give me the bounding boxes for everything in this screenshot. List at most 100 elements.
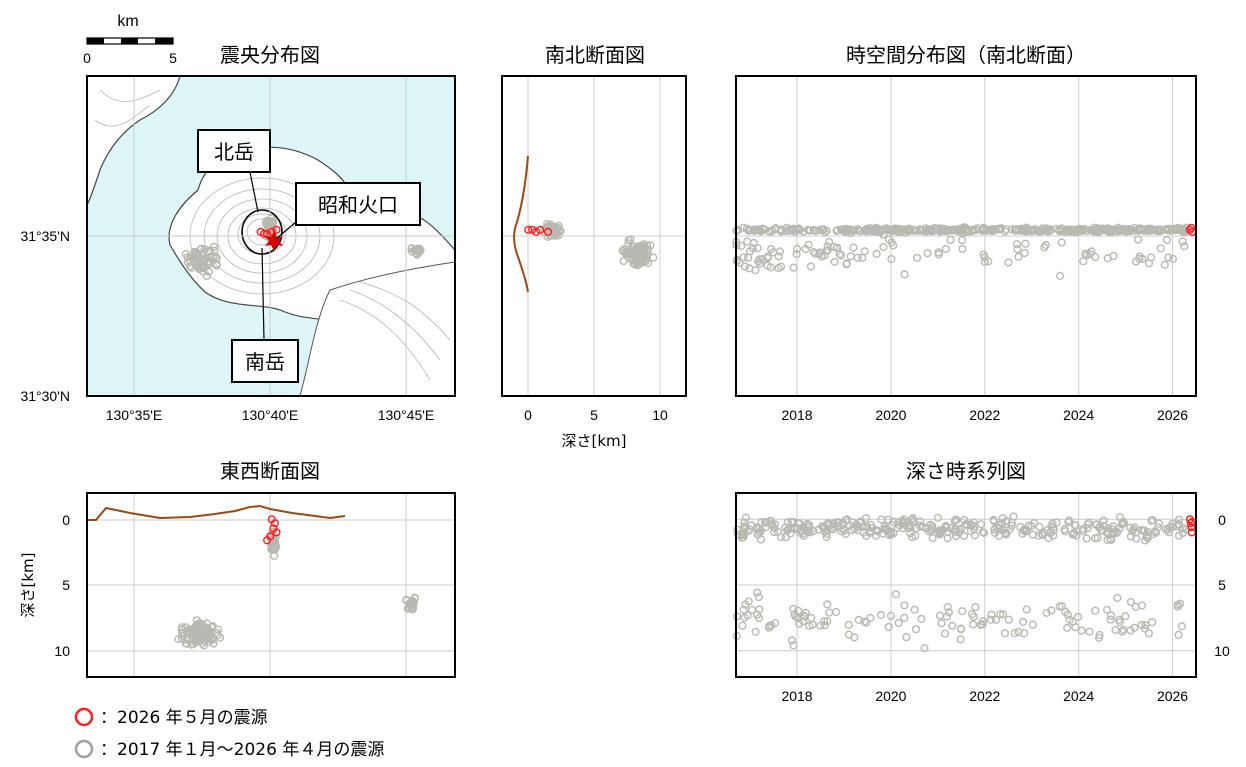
ew-point: [410, 594, 419, 603]
st-point: [1133, 235, 1143, 244]
st-point: [887, 254, 896, 264]
dt-point: [754, 592, 763, 602]
dt-point: [866, 613, 875, 623]
dt-point: [1109, 528, 1118, 537]
dt-point: [1091, 606, 1100, 615]
st-point: [737, 241, 746, 251]
st-point: [1134, 225, 1143, 234]
dt-point: [884, 515, 893, 524]
dt-point: [937, 619, 946, 628]
st-point: [792, 244, 802, 254]
crater-marker-icon: [265, 231, 283, 251]
st-tick-2024: 2024: [1063, 407, 1094, 423]
ew-ytick-10: 10: [54, 643, 70, 659]
st-point: [1000, 227, 1010, 236]
st-point: [749, 238, 759, 248]
legend: ：2026 年５月の震源 ：2017 年１月～2026 年４月の震源: [74, 707, 384, 760]
dt-point: [1047, 606, 1056, 615]
dt-point: [1106, 534, 1115, 544]
dt-point: [1126, 532, 1135, 541]
dt-point: [1108, 522, 1118, 531]
dt-point: [1028, 530, 1038, 539]
map-point: [197, 244, 206, 253]
ew-section-chart: 0 5 10 深さ[km]: [19, 492, 456, 678]
st-point: [806, 262, 816, 271]
st-tick-2026: 2026: [1157, 407, 1188, 423]
ew-point: [269, 544, 278, 553]
dt-point: [819, 522, 828, 531]
dt-point: [933, 513, 943, 522]
dt-point: [996, 610, 1005, 619]
dt-point: [900, 601, 909, 610]
dt-point: [1019, 629, 1029, 638]
dt-point: [986, 615, 996, 624]
dt-point: [1004, 615, 1013, 624]
ew-point: [206, 631, 215, 640]
scale-bar-tick-0: 0: [83, 50, 91, 66]
scale-bar-unit: km: [117, 13, 138, 30]
dt-point: [935, 530, 944, 539]
map-point: [414, 246, 424, 255]
st-tick-2018: 2018: [781, 407, 812, 423]
dt-point: [1042, 608, 1051, 617]
dt-point: [801, 608, 810, 617]
st-point: [1178, 227, 1187, 236]
dt-point: [1035, 522, 1044, 531]
dt-point: [739, 605, 748, 614]
epicenter-map: 北岳 昭和火口 南岳 31°35'N 31°30'N 130°35'E 130°…: [20, 75, 456, 423]
st-point: [922, 226, 931, 235]
ew-point: [187, 640, 196, 649]
dt-point: [1147, 618, 1157, 627]
dt-point: [908, 513, 918, 523]
st-point: [887, 238, 896, 247]
ew-point: [202, 619, 212, 628]
dt-point: [952, 515, 961, 525]
st-point: [900, 270, 909, 279]
dt-point: [958, 607, 967, 616]
dt-tick-2024: 2024: [1063, 688, 1094, 704]
st-tick-2022: 2022: [969, 407, 1000, 423]
dt-point: [844, 620, 853, 630]
dt-point: [831, 607, 841, 617]
dt-point: [805, 621, 814, 631]
ew-point: [197, 629, 206, 638]
dt-point: [935, 526, 944, 535]
st-point: [912, 226, 921, 235]
dt-point: [1071, 623, 1080, 632]
dt-point: [991, 615, 1001, 624]
st-point: [867, 226, 877, 235]
dt-point: [1164, 528, 1174, 537]
st-point: [830, 257, 839, 267]
ew-point-recent: [263, 536, 272, 545]
st-point: [774, 263, 783, 273]
dt-point: [1021, 527, 1030, 536]
dt-point: [911, 531, 920, 540]
st-point: [1010, 225, 1020, 234]
ns-point: [551, 231, 560, 240]
st-point: [1013, 244, 1022, 254]
dt-point: [1095, 630, 1104, 640]
map-land-nw: [86, 75, 181, 208]
dt-tick-2022: 2022: [969, 688, 1000, 704]
ns-point-recent: [535, 225, 545, 234]
dt-point: [1137, 620, 1146, 630]
dt-point: [889, 517, 898, 526]
st-point: [1100, 225, 1109, 234]
ns-point: [551, 224, 561, 233]
dt-point: [823, 600, 832, 609]
st-point: [849, 243, 858, 252]
st-point: [763, 253, 772, 263]
dt-point: [962, 519, 971, 529]
dt-point: [944, 608, 954, 617]
dt-point: [816, 621, 825, 630]
scale-bar: km 0 5: [83, 13, 177, 66]
dt-point: [1174, 515, 1184, 524]
dt-point: [732, 612, 742, 621]
dt-point: [820, 621, 829, 630]
map-point: [192, 252, 201, 262]
map-point: [186, 262, 195, 271]
st-point: [849, 226, 858, 235]
dt-point: [1027, 521, 1036, 531]
dt-point: [967, 610, 977, 619]
ew-point: [188, 629, 197, 638]
